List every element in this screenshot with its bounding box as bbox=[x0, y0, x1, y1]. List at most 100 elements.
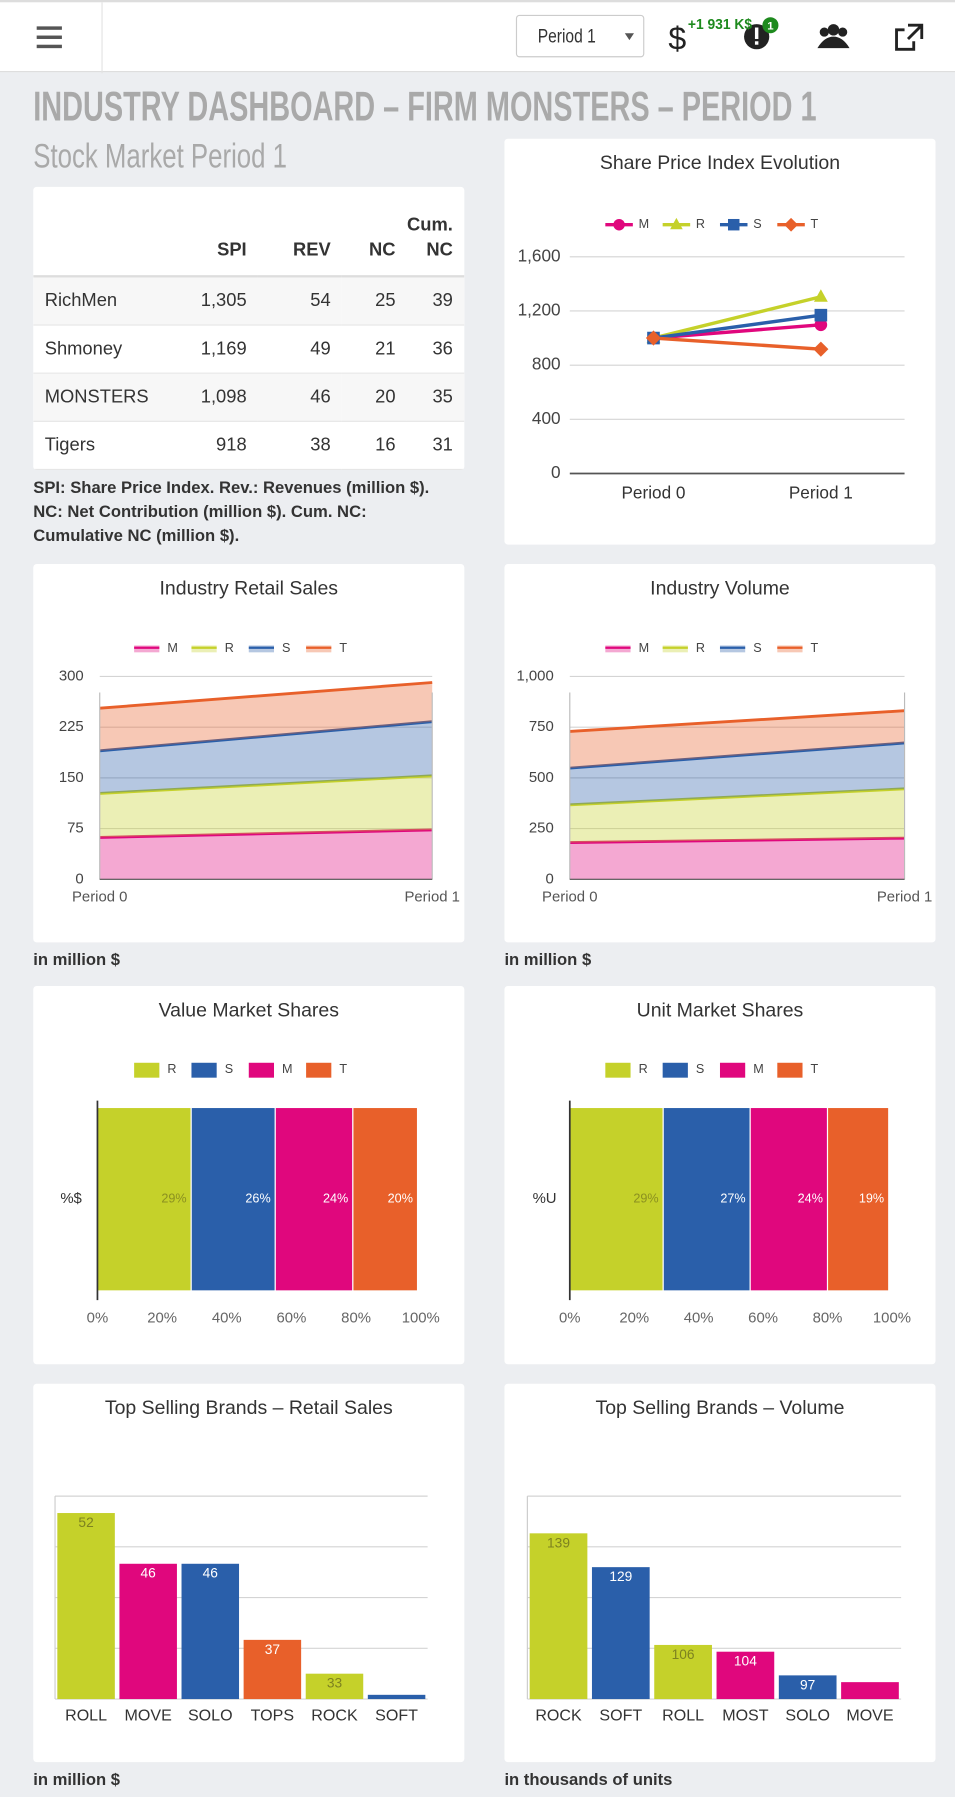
x-tick-label: 40% bbox=[212, 1310, 242, 1326]
legend-swatch bbox=[719, 1062, 746, 1078]
table-row: MONSTERS 1,098 46 20 35 bbox=[33, 373, 465, 422]
x-tick-label: Period 1 bbox=[789, 483, 853, 503]
bar-segment bbox=[190, 1106, 276, 1292]
y-tick-label: 75 bbox=[67, 821, 84, 837]
top-bar: 1 $ +1 931 K$ Period 1 bbox=[0, 0, 955, 74]
legend-label: R bbox=[696, 217, 705, 231]
team-icon[interactable] bbox=[817, 24, 850, 49]
value-label: 104 bbox=[734, 1654, 757, 1669]
legend-label: S bbox=[225, 1062, 233, 1076]
x-tick-label: 100% bbox=[402, 1310, 440, 1326]
x-tick-label: Period 1 bbox=[877, 890, 932, 906]
bar-segment bbox=[96, 1106, 192, 1292]
x-tick-label: 60% bbox=[748, 1310, 778, 1326]
value-label: 37 bbox=[265, 1642, 280, 1657]
top-bar-icons: 1 $ +1 931 K$ bbox=[36, 2, 924, 74]
section-title: Stock Market Period 1 bbox=[33, 137, 288, 176]
marker bbox=[728, 218, 740, 231]
area-line bbox=[99, 720, 433, 753]
bar bbox=[119, 1563, 177, 1700]
value-label: 52 bbox=[78, 1515, 93, 1530]
area bbox=[99, 721, 433, 794]
legend-swatch bbox=[777, 1062, 803, 1078]
area bbox=[569, 838, 905, 880]
legend-label: S bbox=[282, 641, 290, 655]
value-label: 106 bbox=[672, 1647, 695, 1662]
x-tick-label: MOST bbox=[722, 1706, 769, 1724]
x-tick-label: 0% bbox=[559, 1310, 581, 1326]
area bbox=[99, 775, 433, 838]
y-tick-label: 300 bbox=[59, 668, 84, 684]
area-line bbox=[569, 741, 905, 770]
x-tick-label: 60% bbox=[277, 1310, 307, 1326]
cell: 1,305 bbox=[160, 276, 259, 326]
value-label: 97 bbox=[800, 1677, 815, 1692]
y-tick-label: 250 bbox=[529, 821, 554, 837]
value-label: 26% bbox=[245, 1192, 270, 1206]
y-tick-label: 225 bbox=[59, 719, 84, 735]
marker bbox=[814, 308, 828, 322]
legend-label: R bbox=[225, 641, 234, 655]
x-tick-label: Period 0 bbox=[72, 890, 127, 906]
legend-label: M bbox=[282, 1062, 293, 1076]
x-tick-label: 80% bbox=[341, 1310, 371, 1326]
period-select[interactable]: Period 1 bbox=[515, 14, 645, 58]
cell: 31 bbox=[406, 421, 465, 471]
y-tick-label: 500 bbox=[529, 770, 554, 786]
marker bbox=[613, 218, 625, 231]
x-tick-label: 20% bbox=[147, 1310, 177, 1326]
chart-title: Top Selling Brands – Volume bbox=[596, 1397, 845, 1419]
x-tick-label: Period 1 bbox=[404, 890, 459, 906]
x-tick-label: 0% bbox=[87, 1310, 109, 1326]
select-arrow bbox=[624, 33, 634, 41]
cell: 36 bbox=[406, 325, 465, 374]
x-tick-label: SOLO bbox=[188, 1706, 233, 1724]
value-label: 139 bbox=[547, 1535, 570, 1550]
bar bbox=[716, 1651, 775, 1700]
cash-amount: +1 931 K$ bbox=[688, 17, 753, 33]
y-tick-label: 1,000 bbox=[516, 668, 553, 684]
bar-segment bbox=[274, 1106, 354, 1292]
table-note: SPI: Share Price Index. Rev.: Revenues (… bbox=[33, 479, 430, 546]
table-row: RichMen 1,305 54 25 39 bbox=[33, 276, 465, 326]
legend-label: S bbox=[753, 641, 761, 655]
x-tick-label: 20% bbox=[619, 1310, 649, 1326]
legend-label: T bbox=[811, 1062, 819, 1076]
area bbox=[569, 742, 905, 805]
bar bbox=[654, 1644, 712, 1700]
column-header: Cum. NC bbox=[406, 186, 465, 278]
bar-segment bbox=[662, 1106, 751, 1292]
menu-button[interactable] bbox=[36, 26, 62, 49]
marker bbox=[670, 217, 683, 230]
row-name: Shmoney bbox=[33, 325, 161, 374]
alert-icon[interactable] bbox=[744, 24, 770, 50]
legend-label: M bbox=[639, 641, 650, 655]
area bbox=[569, 710, 905, 769]
area-line bbox=[569, 787, 905, 807]
y-tick-label: 750 bbox=[529, 719, 554, 735]
chart-note: in million $ bbox=[33, 950, 120, 969]
cell: 1,169 bbox=[160, 325, 259, 374]
value-label: 29% bbox=[633, 1192, 658, 1206]
area-line bbox=[99, 681, 433, 710]
value-label: 20% bbox=[388, 1192, 413, 1206]
chart-title: Unit Market Shares bbox=[637, 999, 804, 1021]
corner-cell bbox=[33, 186, 161, 278]
x-tick-label: Period 0 bbox=[621, 483, 685, 503]
legend-swatch bbox=[134, 1062, 160, 1078]
legend-label: R bbox=[696, 641, 705, 655]
area bbox=[99, 829, 433, 880]
bar bbox=[57, 1513, 115, 1700]
value-label: 46 bbox=[141, 1566, 157, 1581]
legend-label: M bbox=[753, 1062, 764, 1076]
external-link-icon[interactable] bbox=[895, 23, 924, 51]
y-tick-label: 0 bbox=[551, 462, 561, 482]
bar-segment bbox=[749, 1106, 829, 1292]
bar bbox=[529, 1533, 588, 1700]
stock-table-card: SPI REV NC Cum. NC RichMen 1,305 54 25 39 Shmoney… bbox=[33, 186, 465, 471]
y-tick-label: 150 bbox=[59, 770, 84, 786]
legend-label: T bbox=[811, 217, 819, 231]
legend-label: S bbox=[696, 1062, 704, 1076]
x-tick-label: SOFT bbox=[599, 1706, 642, 1724]
